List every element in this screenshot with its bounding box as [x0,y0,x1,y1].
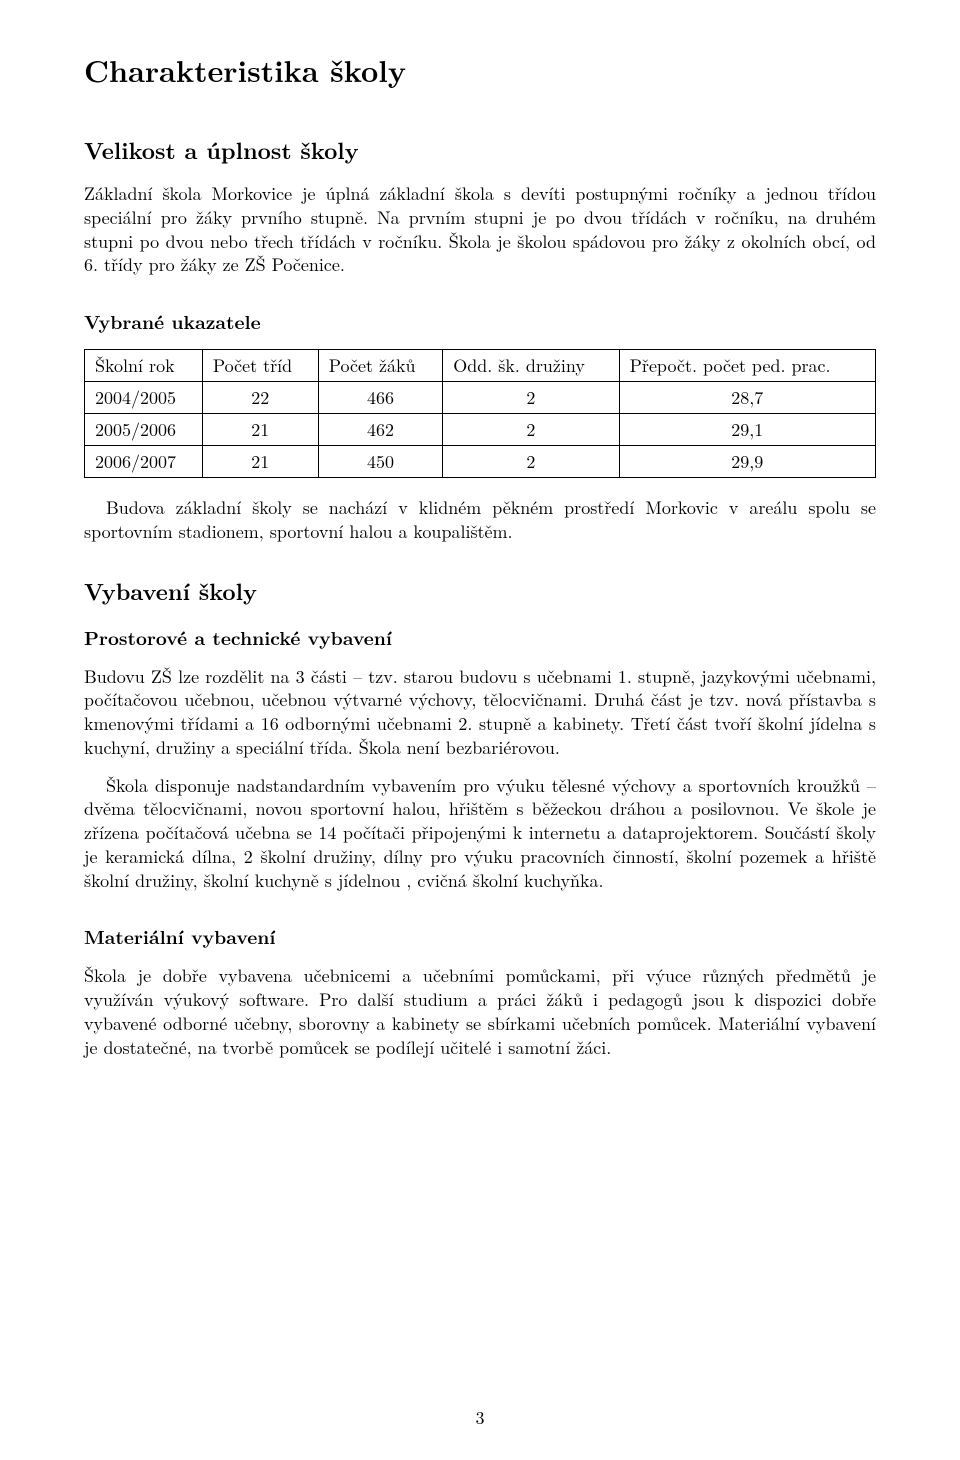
table-row: 2004/2005 22 466 2 28,7 [85,382,876,414]
subsubsection-spatial-title: Prostorové a technické vybavení [84,623,876,651]
subsubsection-material-title: Materiální vybavení [84,922,876,950]
table-cell: 22 [202,382,318,414]
table-cell: 29,9 [619,446,875,478]
table-cell: 2 [443,446,619,478]
table-cell: 2004/2005 [85,382,203,414]
table-cell: 462 [318,414,442,446]
table-header-row: Školní rok Počet tříd Počet žáků Odd. šk… [85,350,876,382]
table-cell: 21 [202,446,318,478]
paragraph: Škola disponuje nadstandardním vybavením… [84,774,876,893]
subsection-size-title: Velikost a úplnost školy [84,133,876,166]
table-cell: 28,7 [619,382,875,414]
table-cell: 2006/2007 [85,446,203,478]
page-number: 3 [0,1405,960,1430]
table-cell: 2 [443,414,619,446]
table-header-cell: Počet žáků [318,350,442,382]
table-cell: 21 [202,414,318,446]
table-header-cell: Přepočt. počet ped. prac. [619,350,875,382]
table-cell: 450 [318,446,442,478]
paragraph: Budovu ZŠ lze rozdělit na 3 části – tzv.… [84,665,876,760]
paragraph: Škola je dobře vybavena učebnicemi a uče… [84,964,876,1059]
table-header-cell: Školní rok [85,350,203,382]
table-cell: 2 [443,382,619,414]
table-cell: 29,1 [619,414,875,446]
paragraph: Základní škola Morkovice je úplná základ… [84,182,876,277]
table-cell: 2005/2006 [85,414,203,446]
document-page: Charakteristika školy Velikost a úplnost… [0,0,960,1460]
subsection-equipment-title: Vybavení školy [84,574,876,607]
table-row: 2006/2007 21 450 2 29,9 [85,446,876,478]
table-header-cell: Počet tříd [202,350,318,382]
table-row: 2005/2006 21 462 2 29,1 [85,414,876,446]
paragraph: Budova základní školy se nachází v klidn… [84,496,876,544]
indicators-title: Vybrané ukazatele [84,307,876,335]
section-title: Charakteristika školy [84,48,876,91]
indicators-table: Školní rok Počet tříd Počet žáků Odd. šk… [84,349,876,478]
table-cell: 466 [318,382,442,414]
table-header-cell: Odd. šk. družiny [443,350,619,382]
